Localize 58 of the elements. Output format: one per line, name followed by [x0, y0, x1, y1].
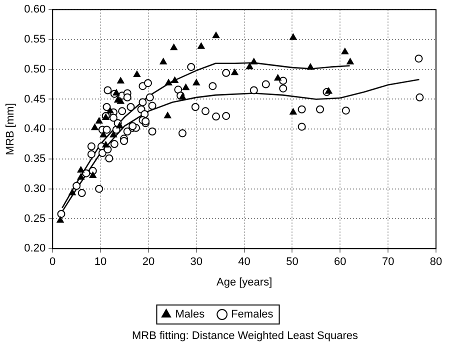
- point: [306, 64, 314, 70]
- point: [182, 84, 190, 90]
- legend-label: Males: [175, 308, 206, 321]
- y-tick-label: 0.20: [24, 242, 46, 255]
- x-tick-label: 30: [190, 256, 203, 268]
- point: [341, 48, 348, 54]
- text: MRB fitting: Distance Weighted Least Squares: [130, 330, 360, 342]
- y-tick-label: 0.45: [24, 93, 46, 106]
- point: [160, 58, 167, 64]
- point: [116, 122, 124, 128]
- x-tick-label: 80: [430, 256, 442, 268]
- point: [290, 34, 297, 40]
- x-tick-label: 10: [94, 256, 107, 268]
- point: [164, 112, 172, 118]
- point: [274, 74, 282, 81]
- point: [290, 108, 297, 115]
- y-tick-label: 0.25: [24, 212, 46, 225]
- point: [110, 131, 118, 138]
- y-tick-label: 0.60: [24, 4, 46, 16]
- point: [346, 58, 354, 64]
- point: [68, 189, 76, 196]
- x-tick-label: 40: [238, 256, 250, 268]
- x-tick-label: 60: [334, 256, 346, 268]
- point: [165, 79, 172, 86]
- point: [112, 89, 120, 96]
- point: [91, 124, 98, 130]
- y-tick-label: 0.30: [24, 182, 46, 195]
- point: [250, 58, 258, 64]
- point: [96, 117, 103, 124]
- point: [77, 174, 84, 180]
- y-tick-label: 0.55: [24, 34, 46, 46]
- x-tick-label: 20: [142, 256, 155, 268]
- x-tick-label: 50: [286, 256, 298, 268]
- point: [89, 172, 96, 178]
- y-tick-label: 0.50: [24, 63, 46, 76]
- y-axis-title: MRB [mm]: [4, 103, 17, 156]
- point: [117, 77, 124, 84]
- point: [212, 32, 220, 38]
- point: [56, 216, 64, 223]
- point: [133, 70, 140, 77]
- point: [231, 68, 238, 76]
- point: [100, 131, 107, 138]
- point: [325, 87, 332, 94]
- point: [192, 79, 200, 86]
- legend-label: Females: [231, 308, 274, 321]
- point: [246, 62, 254, 70]
- y-tick-label: 0.40: [24, 123, 46, 136]
- point: [117, 98, 124, 104]
- x-tick-label: 0: [50, 256, 56, 268]
- y-tick-label: 0.35: [24, 153, 46, 166]
- point: [77, 166, 84, 173]
- point: [106, 107, 114, 114]
- point: [170, 44, 178, 50]
- point: [102, 141, 110, 148]
- x-tick-label: 70: [382, 256, 394, 268]
- point: [198, 42, 205, 49]
- point: [171, 76, 178, 83]
- x-axis-title: Age [years]: [216, 276, 272, 288]
